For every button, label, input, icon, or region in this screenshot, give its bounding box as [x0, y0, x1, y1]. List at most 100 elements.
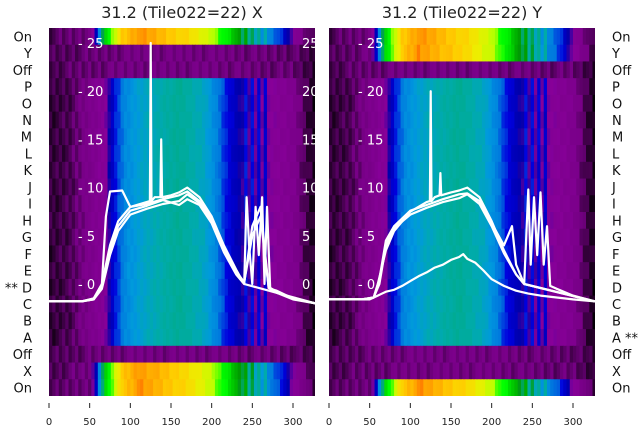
heatmap-cell — [91, 28, 96, 46]
heatmap-cell — [198, 78, 203, 96]
heatmap-cell — [329, 228, 333, 247]
heatmap-cell — [208, 195, 213, 213]
heatmap-cell — [459, 161, 463, 180]
heatmap-cell — [205, 94, 210, 113]
heatmap-cell — [62, 345, 66, 364]
heatmap-cell — [459, 312, 463, 330]
heatmap-cell — [166, 145, 170, 163]
heatmap-cell — [433, 78, 437, 96]
heatmap-cell — [394, 111, 398, 129]
heatmap-cell — [582, 44, 587, 63]
heatmap-cell — [198, 94, 203, 113]
heatmap-cell — [159, 262, 164, 280]
heatmap-cell — [348, 161, 353, 180]
heatmap-cell — [582, 128, 587, 146]
heatmap-cell — [377, 78, 382, 96]
heatmap-cell — [342, 145, 346, 163]
heatmap-cell — [276, 295, 281, 313]
heatmap-cell — [400, 329, 405, 347]
heatmap-cell — [364, 245, 369, 263]
heatmap-cell — [530, 379, 535, 396]
heatmap-cell — [501, 212, 506, 230]
heatmap-cell — [368, 362, 372, 380]
heatmap-cell — [576, 195, 581, 213]
heatmap-cell — [221, 379, 226, 396]
heatmap-cell — [97, 362, 102, 380]
heatmap-cell — [156, 212, 161, 230]
heatmap-cell — [569, 111, 574, 129]
heatmap-cell — [420, 212, 424, 230]
heatmap-cell — [123, 379, 128, 396]
heatmap-cell — [214, 379, 219, 396]
heatmap-cell — [423, 44, 428, 63]
heatmap-cell — [384, 312, 389, 330]
heatmap-cell — [253, 245, 258, 263]
heatmap-cell — [198, 278, 203, 297]
heatmap-cell — [553, 362, 558, 380]
heatmap-cell — [364, 295, 369, 313]
heatmap-cell — [104, 28, 109, 46]
heatmap-cell — [559, 212, 564, 230]
heatmap-cell — [426, 345, 431, 364]
heatmap-cell — [140, 212, 144, 230]
heatmap-cell — [104, 111, 109, 129]
heatmap-cell — [475, 28, 480, 46]
heatmap-cell — [306, 228, 310, 247]
heatmap-cell — [494, 295, 499, 313]
heatmap-cell — [566, 345, 571, 364]
heatmap-cell — [345, 178, 350, 196]
heatmap-cell — [498, 195, 503, 213]
heatmap-cell — [410, 295, 415, 313]
heatmap-cell — [299, 379, 304, 396]
heatmap-cell — [149, 278, 154, 297]
heatmap-cell — [107, 111, 112, 129]
heatmap-cell — [589, 362, 594, 380]
heatmap-cell — [162, 379, 167, 396]
heatmap-cell — [117, 78, 122, 96]
heatmap-cell — [491, 212, 496, 230]
heatmap-cell — [221, 329, 226, 347]
heatmap-cell — [78, 128, 83, 146]
heatmap-cell — [553, 195, 558, 213]
heatmap-cell — [293, 161, 297, 180]
heatmap-cell — [485, 111, 490, 129]
heatmap-cell — [218, 195, 223, 213]
heatmap-cell — [573, 61, 577, 79]
heatmap-cell — [559, 94, 564, 113]
heatmap-cell — [403, 61, 408, 79]
heatmap-cell — [240, 161, 245, 180]
heatmap-cell — [384, 295, 389, 313]
heatmap-cell — [293, 44, 297, 63]
heatmap-cell — [472, 111, 476, 129]
heatmap-cell — [361, 94, 366, 113]
heatmap-cell — [299, 94, 304, 113]
heatmap-cell — [179, 295, 183, 313]
heatmap-cell — [224, 379, 229, 396]
heatmap-cell — [149, 262, 154, 280]
heatmap-cell — [351, 245, 356, 263]
heatmap-cell — [156, 61, 161, 79]
row-label: M — [612, 131, 623, 146]
heatmap-cell — [475, 145, 480, 163]
heatmap-cell — [559, 161, 564, 180]
heatmap-cell — [507, 329, 512, 347]
heatmap-cell — [81, 195, 86, 213]
heatmap-cell — [270, 362, 275, 380]
heatmap-cell — [270, 379, 275, 396]
heatmap-cell — [472, 329, 476, 347]
heatmap-cell — [166, 312, 170, 330]
heatmap-cell — [306, 212, 310, 230]
heatmap-cell — [302, 329, 307, 347]
heatmap-cell — [257, 161, 262, 180]
heatmap-cell — [573, 161, 577, 180]
heatmap-cell — [413, 329, 418, 347]
heatmap-cell — [332, 94, 337, 113]
heatmap-cell — [117, 178, 122, 196]
heatmap-cell — [175, 295, 180, 313]
heatmap-cell — [338, 312, 343, 330]
heatmap-cell — [390, 94, 395, 113]
heatmap-cell — [527, 379, 532, 396]
heatmap-cell — [58, 178, 63, 196]
heatmap-cell — [436, 128, 441, 146]
